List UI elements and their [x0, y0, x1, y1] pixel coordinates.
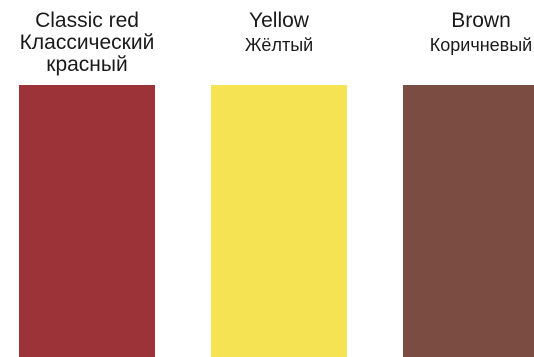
- swatch-name-ru: Классический красный: [19, 31, 155, 76]
- swatch-name-en: Classic red: [35, 9, 139, 32]
- swatch-classic-red: Classic red Классический красный: [19, 0, 155, 357]
- swatch-brown: Brown Коричневый: [403, 0, 534, 357]
- swatch-name-ru: Жёлтый: [244, 35, 314, 55]
- swatch-name-en: Brown: [451, 9, 511, 32]
- swatch-name-ru: Коричневый: [429, 35, 533, 55]
- swatch-label: Yellow Жёлтый: [191, 10, 367, 56]
- color-sample: [403, 85, 534, 357]
- swatch-label: Classic red Классический красный: [0, 10, 175, 76]
- swatch-name-en: Yellow: [249, 9, 309, 32]
- swatch-label: Brown Коричневый: [393, 10, 534, 56]
- color-sample: [19, 85, 155, 357]
- swatch-yellow: Yellow Жёлтый: [211, 0, 347, 357]
- color-sample: [211, 85, 347, 357]
